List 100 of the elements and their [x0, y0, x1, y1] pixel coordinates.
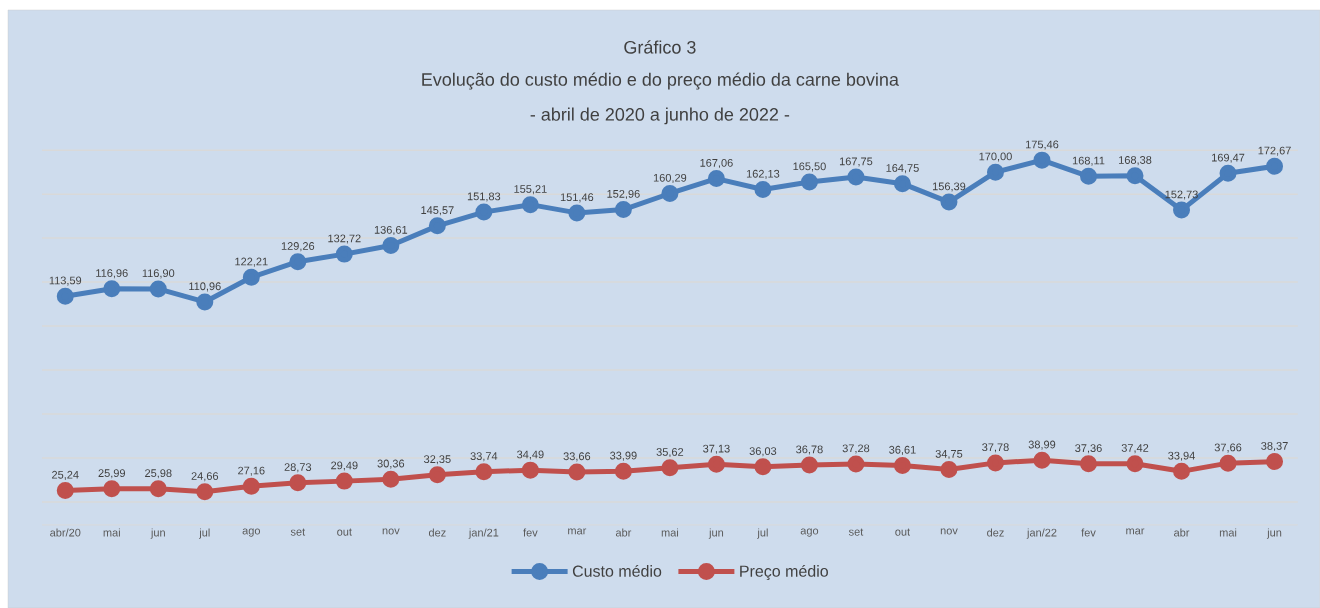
point: [847, 168, 865, 186]
point: [986, 163, 1004, 181]
data-label: 30,36: [377, 459, 405, 469]
x-tick-label: jan/22: [1026, 528, 1057, 539]
point: [986, 454, 1004, 472]
x-tick-label: jun: [708, 528, 724, 539]
x-tick-label: mai: [103, 528, 120, 537]
point: [521, 196, 539, 214]
data-label: 37,36: [1075, 444, 1102, 454]
point: [1173, 201, 1191, 219]
x-tick-label: set: [290, 528, 306, 536]
point: [335, 472, 353, 490]
point: [103, 280, 121, 298]
point: [56, 287, 74, 305]
point: [1173, 462, 1191, 480]
point: [707, 455, 725, 473]
point: [800, 456, 818, 474]
x-tick-label: mar: [568, 528, 587, 535]
point: [893, 456, 911, 474]
x-tick-label: jul: [757, 528, 768, 539]
data-label: 167,06: [700, 158, 733, 169]
data-label: 110,96: [189, 282, 221, 292]
data-label: 38,99: [1028, 440, 1056, 450]
data-label: 132,72: [328, 234, 361, 244]
data-label: 25,24: [52, 470, 79, 480]
point: [754, 458, 772, 476]
point: [1080, 455, 1097, 473]
point: [475, 203, 493, 221]
data-label: 170,00: [979, 152, 1012, 162]
data-label: 34,75: [935, 449, 963, 459]
x-tick-label: abr/20: [50, 528, 81, 537]
x-tick-label: fev: [523, 528, 538, 537]
x-tick-label: nov: [940, 528, 958, 535]
point: [568, 463, 586, 481]
point: [382, 470, 400, 488]
point: [289, 474, 307, 492]
data-label: 37,13: [703, 444, 730, 454]
data-label: 36,03: [749, 447, 777, 457]
x-tick-label: abr: [1174, 528, 1190, 537]
point: [1126, 167, 1144, 185]
x-tick-label: mai: [1219, 528, 1237, 537]
data-label: 156,39: [932, 182, 966, 192]
data-label: 122,21: [235, 257, 268, 267]
data-label: 33,94: [1168, 451, 1195, 461]
data-label: 24,66: [191, 472, 219, 482]
point: [289, 253, 307, 271]
point: [1033, 451, 1051, 469]
point: [661, 184, 679, 202]
data-label: 152,73: [1165, 190, 1198, 200]
legend-label: Custo médio: [572, 564, 662, 577]
x-tick-label: nov: [382, 528, 400, 535]
point: [800, 173, 818, 191]
point: [893, 175, 911, 193]
x-tick-label: out: [895, 528, 911, 536]
data-label: 162,13: [746, 169, 780, 179]
point: [614, 462, 632, 480]
point: [428, 217, 446, 235]
point: [1126, 455, 1144, 473]
data-label: 145,57: [421, 206, 454, 216]
point: [103, 480, 121, 498]
point: [1219, 454, 1237, 472]
data-label: 168,11: [1072, 156, 1105, 166]
data-label: 116,96: [96, 269, 128, 279]
data-label: 36,61: [889, 445, 916, 455]
x-tick-label: jul: [199, 528, 210, 539]
data-label: 167,75: [839, 157, 873, 167]
data-label: 129,26: [281, 242, 315, 252]
data-label: 25,99: [98, 469, 126, 479]
point: [382, 237, 400, 255]
data-label: 37,28: [842, 444, 870, 454]
x-tick-label: abr: [615, 528, 632, 537]
x-tick-label: mai: [661, 528, 679, 537]
data-label: 169,47: [1212, 153, 1245, 163]
chart-subtitle: Evolução do custo médio e do preço médio da carne bovina: [422, 72, 899, 90]
data-label: 36,78: [796, 445, 823, 455]
data-label: 37,66: [1214, 443, 1242, 453]
point: [1033, 151, 1051, 169]
x-tick-label: jan/21: [468, 528, 499, 539]
data-label: 168,38: [1119, 156, 1152, 166]
point: [428, 466, 446, 484]
point: [1266, 157, 1284, 175]
data-label: 38,37: [1261, 441, 1288, 452]
point: [1080, 167, 1097, 185]
point: [56, 481, 74, 499]
data-label: 29,49: [331, 461, 358, 471]
point: [940, 193, 958, 211]
point: [1266, 453, 1284, 471]
x-tick-label: mar: [1126, 528, 1145, 535]
data-label: 28,73: [284, 463, 312, 473]
x-tick-label: ago: [800, 528, 819, 537]
point: [1219, 164, 1237, 182]
data-label: 165,50: [793, 162, 826, 172]
legend-label: Preço médio: [740, 564, 828, 581]
point: [568, 204, 586, 222]
point: [940, 461, 958, 479]
point: [475, 463, 493, 481]
point: [521, 461, 539, 479]
data-label: 160,29: [653, 173, 687, 183]
point: [847, 455, 865, 473]
point: [149, 280, 167, 298]
